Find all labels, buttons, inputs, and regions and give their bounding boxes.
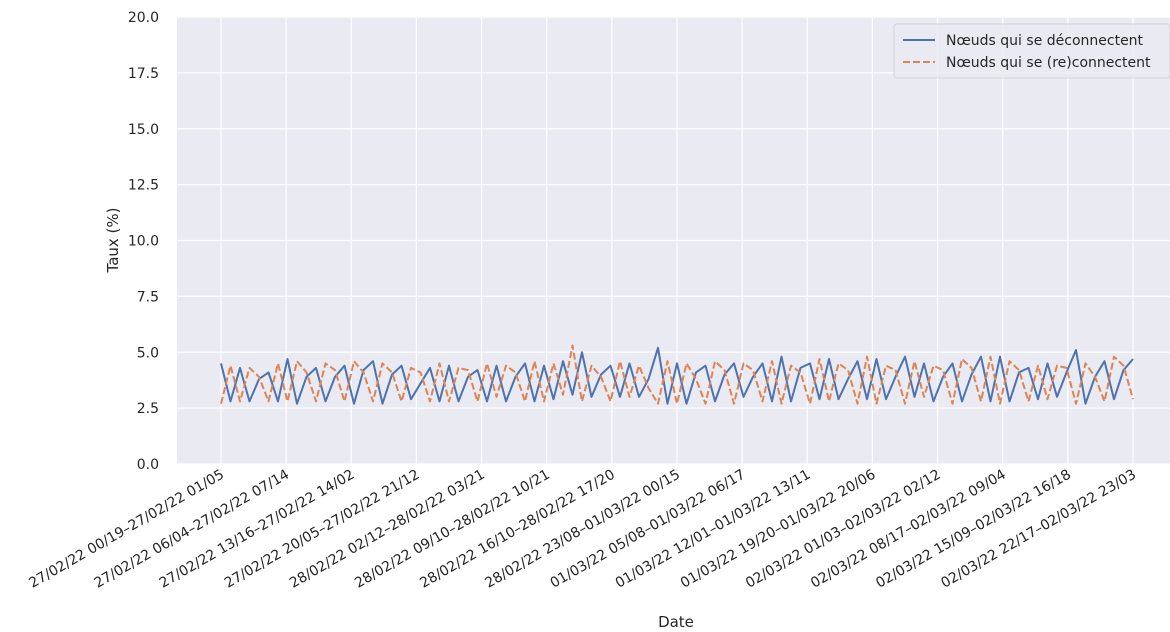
y-tick-label: 5.0: [137, 345, 159, 361]
y-tick-label: 12.5: [128, 178, 159, 194]
y-axis-label: Taux (%): [104, 208, 122, 274]
legend-label-reconnect: Nœuds qui se (re)connectent: [946, 55, 1151, 71]
series-line-0: [220, 346, 1134, 405]
series: [220, 344, 1134, 405]
grid: [177, 16, 1170, 465]
series-line-1: [220, 344, 1134, 405]
legend-box: [893, 23, 1170, 79]
y-tick-label: 0.0: [137, 457, 159, 473]
y-tick-label: 17.5: [128, 66, 159, 82]
y-tick-label: 10.0: [128, 234, 159, 250]
legend: Nœuds qui se déconnectent Nœuds qui se (…: [893, 23, 1170, 79]
legend-label-disconnect: Nœuds qui se déconnectent: [946, 33, 1144, 49]
y-tick-label: 20.0: [128, 10, 159, 26]
x-axis-label: Date: [658, 613, 694, 631]
y-tick-label: 15.0: [128, 122, 159, 138]
y-axis-ticks: 0.0 2.5 5.0 7.5 10.0 12.5 15.0 17.5 20.0: [128, 10, 159, 473]
y-tick-label: 7.5: [137, 289, 159, 305]
y-tick-label: 2.5: [137, 401, 159, 417]
